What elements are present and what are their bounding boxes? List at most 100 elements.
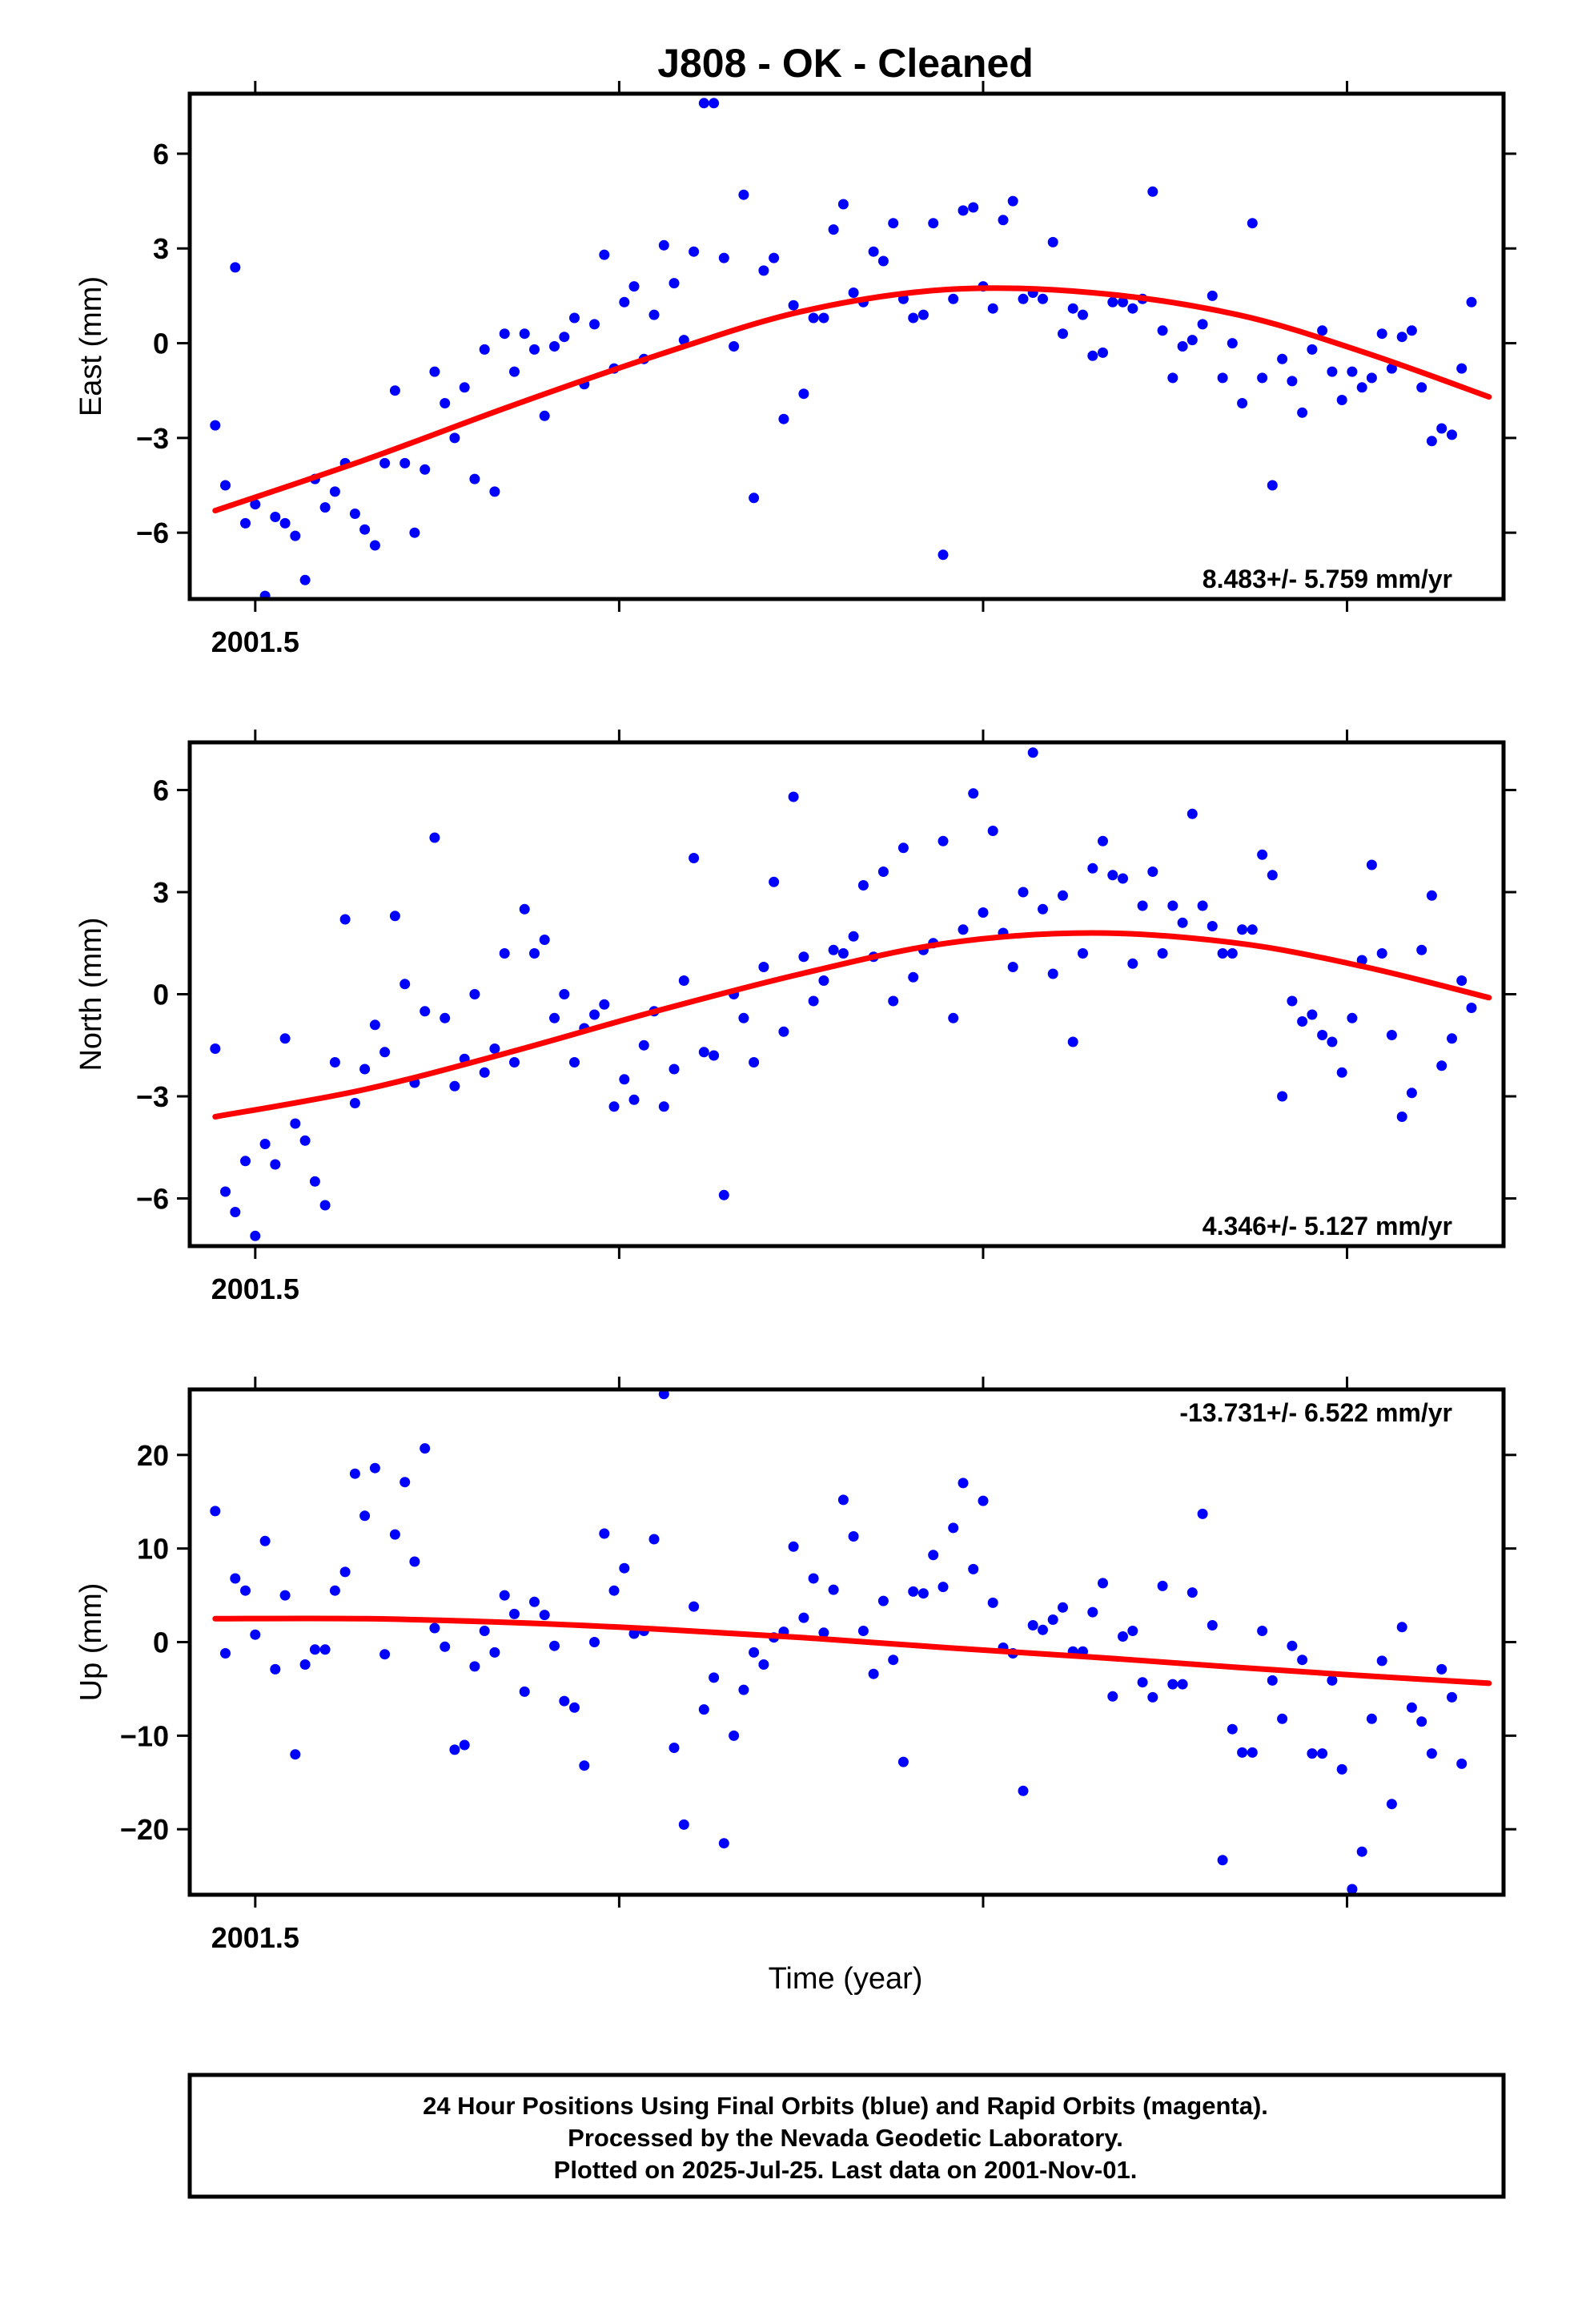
data-point xyxy=(619,1562,630,1574)
data-point xyxy=(1137,900,1148,911)
y-axis-label: North (mm) xyxy=(74,917,108,1071)
data-point xyxy=(1067,1036,1078,1047)
data-point xyxy=(678,335,689,346)
data-point xyxy=(210,420,221,431)
data-point xyxy=(1366,1713,1377,1724)
data-point xyxy=(1078,948,1088,959)
data-point xyxy=(828,1584,839,1595)
data-point xyxy=(868,246,879,257)
data-point xyxy=(1047,236,1058,247)
data-point xyxy=(1436,1663,1447,1675)
data-point xyxy=(958,1478,969,1489)
data-point xyxy=(299,1135,311,1146)
data-point xyxy=(1067,303,1078,314)
data-point xyxy=(1396,332,1407,343)
data-point xyxy=(897,842,909,854)
data-point xyxy=(319,1200,331,1211)
data-point xyxy=(409,1556,420,1567)
data-point xyxy=(658,1389,669,1400)
data-point xyxy=(709,1050,720,1061)
data-point xyxy=(369,1019,380,1031)
data-point xyxy=(429,1622,440,1634)
data-point xyxy=(469,989,480,999)
data-point xyxy=(1277,353,1288,364)
data-point xyxy=(599,249,610,260)
data-point xyxy=(599,999,610,1010)
data-point xyxy=(1227,338,1238,349)
panel-frame xyxy=(187,91,1506,601)
y-tick-label: 10 xyxy=(137,1533,169,1566)
data-point xyxy=(1118,296,1128,308)
data-point xyxy=(888,995,899,1007)
data-point xyxy=(1107,870,1118,881)
data-point xyxy=(689,246,700,257)
data-point xyxy=(958,205,969,216)
data-point xyxy=(1327,366,1338,377)
data-point xyxy=(309,1176,320,1187)
data-point xyxy=(509,1057,520,1068)
data-point xyxy=(449,432,460,444)
data-point xyxy=(1386,363,1397,374)
panel-frame xyxy=(187,1387,1506,1897)
data-point xyxy=(877,866,889,877)
data-point xyxy=(788,791,799,802)
data-point xyxy=(1307,344,1318,355)
data-point xyxy=(210,1506,221,1517)
data-point xyxy=(400,979,411,990)
data-point xyxy=(1356,955,1367,966)
data-point xyxy=(828,224,839,235)
data-point xyxy=(1347,1012,1358,1023)
data-point xyxy=(329,1057,340,1068)
data-point xyxy=(279,1590,291,1601)
y-axis-label: East (mm) xyxy=(74,276,108,416)
data-point xyxy=(1426,890,1437,901)
y-tick-label: −3 xyxy=(136,1080,169,1113)
data-point xyxy=(1416,1716,1427,1727)
data-point xyxy=(1257,849,1268,860)
data-point xyxy=(509,366,520,377)
data-point xyxy=(1018,293,1029,304)
data-point xyxy=(1098,835,1108,846)
data-point xyxy=(349,1468,360,1479)
data-point xyxy=(589,1009,600,1020)
data-point xyxy=(1127,303,1138,314)
data-point xyxy=(220,1186,231,1197)
data-point xyxy=(669,1743,680,1753)
y-tick-label: 6 xyxy=(153,774,169,807)
data-point xyxy=(270,1159,281,1170)
data-point xyxy=(1336,1067,1347,1078)
data-point xyxy=(290,530,301,541)
data-point xyxy=(798,1612,809,1623)
data-point xyxy=(749,1057,760,1068)
data-point xyxy=(440,1641,451,1652)
data-point xyxy=(1237,924,1248,935)
data-point xyxy=(1386,1799,1397,1810)
data-point xyxy=(479,1626,490,1636)
data-point xyxy=(1118,1631,1128,1642)
data-point xyxy=(818,1627,829,1638)
data-point xyxy=(669,1063,680,1075)
data-point xyxy=(828,944,839,955)
data-point xyxy=(1347,1884,1358,1895)
data-point xyxy=(968,202,979,213)
data-point xyxy=(1047,968,1058,979)
data-point xyxy=(1147,186,1158,197)
data-point xyxy=(400,457,411,468)
rate-label: 4.346+/- 5.127 mm/yr xyxy=(1203,1212,1452,1240)
data-point xyxy=(769,252,780,263)
data-point xyxy=(379,1047,391,1058)
data-point xyxy=(1058,1602,1068,1613)
data-point xyxy=(1207,290,1218,301)
data-point xyxy=(769,876,780,887)
y-tick-label: 0 xyxy=(153,979,169,1011)
data-point xyxy=(279,517,291,529)
data-point xyxy=(897,1756,909,1767)
data-point xyxy=(1247,924,1258,935)
data-point xyxy=(1297,1655,1308,1666)
data-point xyxy=(1267,480,1278,491)
data-point xyxy=(1027,747,1038,758)
data-point xyxy=(1287,376,1298,387)
y-tick-label: 0 xyxy=(153,328,169,360)
